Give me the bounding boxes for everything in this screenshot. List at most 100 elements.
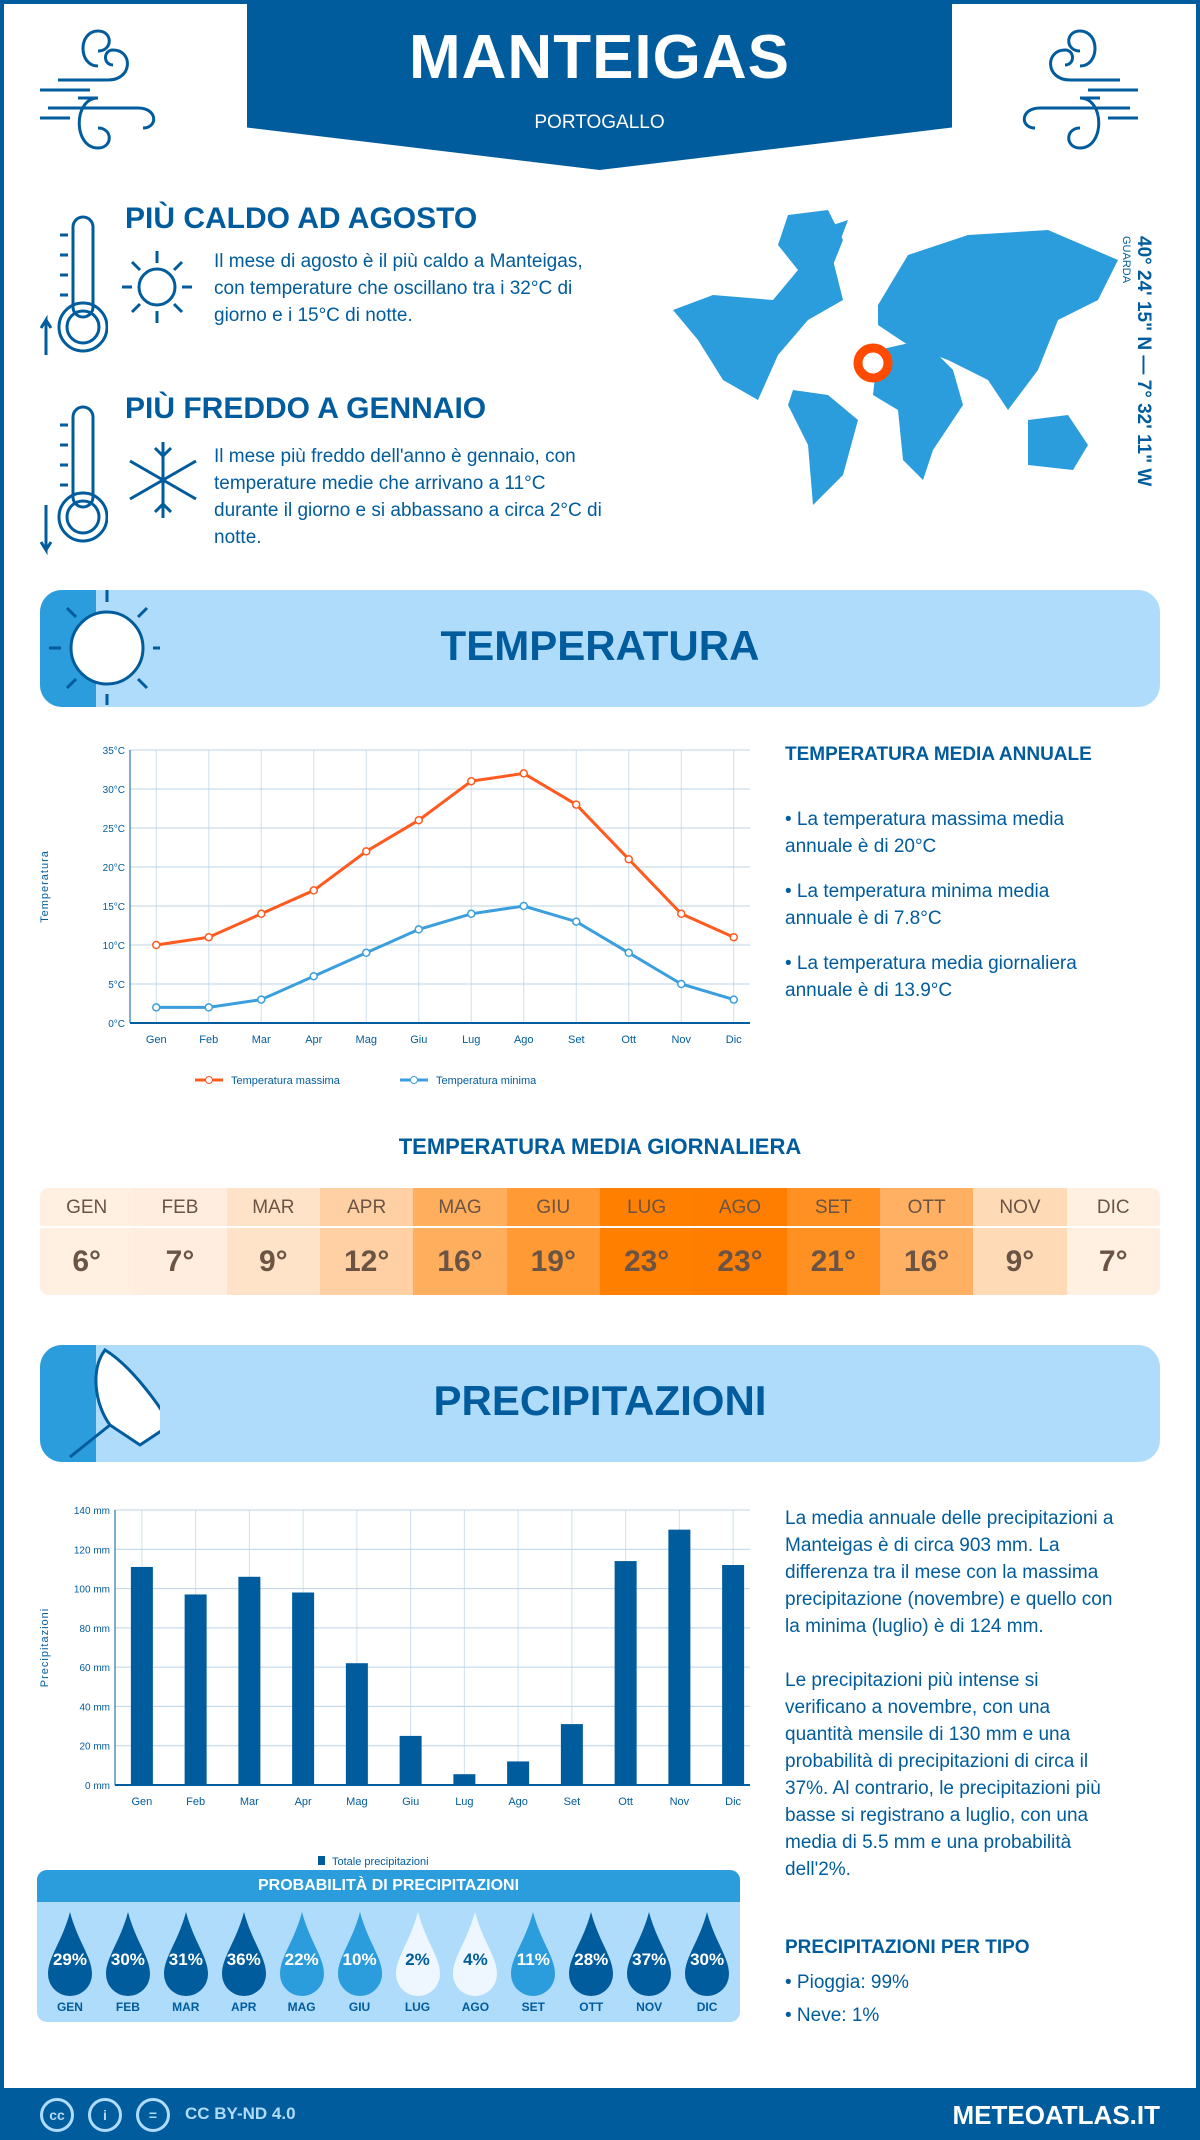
drop-icon <box>105 1912 150 1996</box>
legend-marker <box>205 1076 213 1084</box>
cc-icon: cc <box>40 2098 74 2132</box>
precip-bar <box>238 1576 261 1785</box>
data-point <box>572 800 581 809</box>
y-tick-label: 80 mm <box>79 1624 110 1635</box>
temperature-section-title: TEMPERATURA <box>440 622 760 669</box>
drop-icon <box>511 1912 556 1996</box>
probability-drop: 29% GEN <box>41 1902 99 2022</box>
drop-icon <box>337 1912 382 1996</box>
country-label: PORTOGALLO <box>534 112 665 133</box>
probability-drop: 11% SET <box>504 1902 562 2022</box>
month-label: NOV <box>636 2000 663 2014</box>
snowflake-icon <box>129 442 197 518</box>
precip-type-title: PRECIPITAZIONI PER TIPO <box>785 1937 1030 1958</box>
month-label: MAG <box>287 2000 316 2014</box>
x-tick-label: Nov <box>670 1796 690 1808</box>
precip-summary: La media annuale delle precipitazioni a … <box>785 1505 1115 1901</box>
month-label: MAG <box>413 1188 507 1228</box>
sun-icon <box>49 590 160 705</box>
temp-value: 16° <box>437 1245 483 1278</box>
legend-label: Totale precipitazioni <box>332 1856 429 1868</box>
hot-text: Il mese di agosto è il più caldo a Mante… <box>214 251 583 326</box>
site-link[interactable]: METEOATLAS.IT <box>952 2100 1160 2130</box>
drop-icon <box>279 1912 324 1996</box>
temperature-annual-summary: TEMPERATURA MEDIA ANNUALE • La temperatu… <box>785 744 1115 1022</box>
data-point <box>204 1003 213 1012</box>
probability-value: 31% <box>168 1950 203 1969</box>
location-marker <box>853 343 893 383</box>
y-tick-label: 5°C <box>108 980 125 991</box>
probability-drop: 22% MAG <box>273 1902 331 2022</box>
drop-icon <box>48 1912 92 1996</box>
month-label: MAR <box>226 1188 320 1228</box>
month-label: GIU <box>506 1188 600 1228</box>
daily-temp-cell: MAG 16° <box>413 1188 507 1295</box>
precip-type-snow: • Neve: 1% <box>785 2005 880 2026</box>
fact-min: • La temperatura minima media annuale è … <box>785 881 1050 929</box>
license-link[interactable]: CC BY-ND 4.0 <box>185 2104 296 2123</box>
x-tick-label: Giu <box>410 1034 427 1046</box>
daily-temp-title: TEMPERATURA MEDIA GIORNALIERA <box>398 1134 802 1159</box>
x-tick-label: Lug <box>455 1796 473 1808</box>
sun-icon <box>122 251 192 323</box>
x-tick-label: Gen <box>146 1034 167 1046</box>
probability-drop: 10% GIU <box>331 1902 389 2022</box>
precip-bar <box>560 1724 583 1785</box>
data-point <box>624 854 633 864</box>
probability-value: 2% <box>405 1950 430 1969</box>
cold-title: PIÙ FREDDO A GENNAIO <box>125 392 487 425</box>
probability-value: 36% <box>226 1950 261 1969</box>
month-label: DIC <box>696 2000 718 2014</box>
month-label: AGO <box>693 1188 787 1228</box>
y-tick-label: 20°C <box>103 863 125 874</box>
precip-bar <box>722 1565 745 1785</box>
daily-temp-cell: FEB 7° <box>133 1188 227 1295</box>
precip-bar <box>130 1566 153 1785</box>
daily-temp-cell: GEN 6° <box>40 1188 134 1295</box>
precip-bar <box>614 1561 637 1785</box>
data-point <box>362 847 371 856</box>
temp-value: 23° <box>623 1245 670 1278</box>
y-axis-label: Precipitazioni <box>39 1608 51 1687</box>
legend-swatch <box>318 1856 325 1865</box>
footer: cc i = CC BY-ND 4.0 METEOATLAS.IT <box>0 2088 1200 2140</box>
data-point <box>729 932 738 942</box>
x-tick-label: Apr <box>305 1034 322 1046</box>
wind-icon <box>1022 29 1138 150</box>
series-line-min <box>156 904 735 1009</box>
data-point <box>519 901 528 911</box>
precip-text-1: La media annuale delle precipitazioni a … <box>785 1508 1114 1637</box>
data-point <box>414 815 423 825</box>
x-tick-label: Ott <box>621 1034 636 1046</box>
x-tick-label: Dic <box>726 1034 742 1046</box>
region-label: GUARDA <box>1120 236 1132 284</box>
y-tick-label: 35°C <box>103 746 125 757</box>
data-point <box>309 886 318 895</box>
data-point <box>519 769 528 778</box>
daily-temp-cell: SET 21° <box>786 1188 880 1295</box>
temp-value: 16° <box>903 1245 950 1278</box>
data-point <box>257 909 266 919</box>
drop-icon <box>685 1912 730 1996</box>
fact-mean: • La temperatura media giornaliera annua… <box>785 953 1077 1001</box>
y-tick-label: 15°C <box>103 902 125 913</box>
page-title: MANTEIGAS <box>409 23 790 92</box>
x-tick-label: Mag <box>356 1034 377 1046</box>
data-point <box>467 776 476 786</box>
drop-icon <box>627 1912 672 1996</box>
probability-value: 11% <box>516 1950 550 1969</box>
legend-marker <box>410 1076 418 1084</box>
y-tick-label: 0°C <box>108 1019 125 1030</box>
month-label: GEN <box>40 1188 134 1228</box>
month-label: LUG <box>404 2000 431 2014</box>
x-tick-label: Gen <box>131 1796 152 1808</box>
precip-bar <box>399 1735 422 1785</box>
daily-temp-cell: NOV 9° <box>973 1188 1067 1295</box>
precipitation-chart: Gen Feb Mar Apr Mag Giu Lug Ago Set Ott Nov Dic 0 mm… <box>39 1506 750 1868</box>
probability-drop: 2% LUG <box>389 1902 447 2022</box>
attribution-icon: i <box>88 2098 122 2132</box>
probability-drop: 31% MAR <box>157 1902 215 2022</box>
data-point <box>257 995 266 1004</box>
month-label: MAR <box>172 2000 200 2014</box>
x-tick-label: Set <box>568 1034 585 1046</box>
